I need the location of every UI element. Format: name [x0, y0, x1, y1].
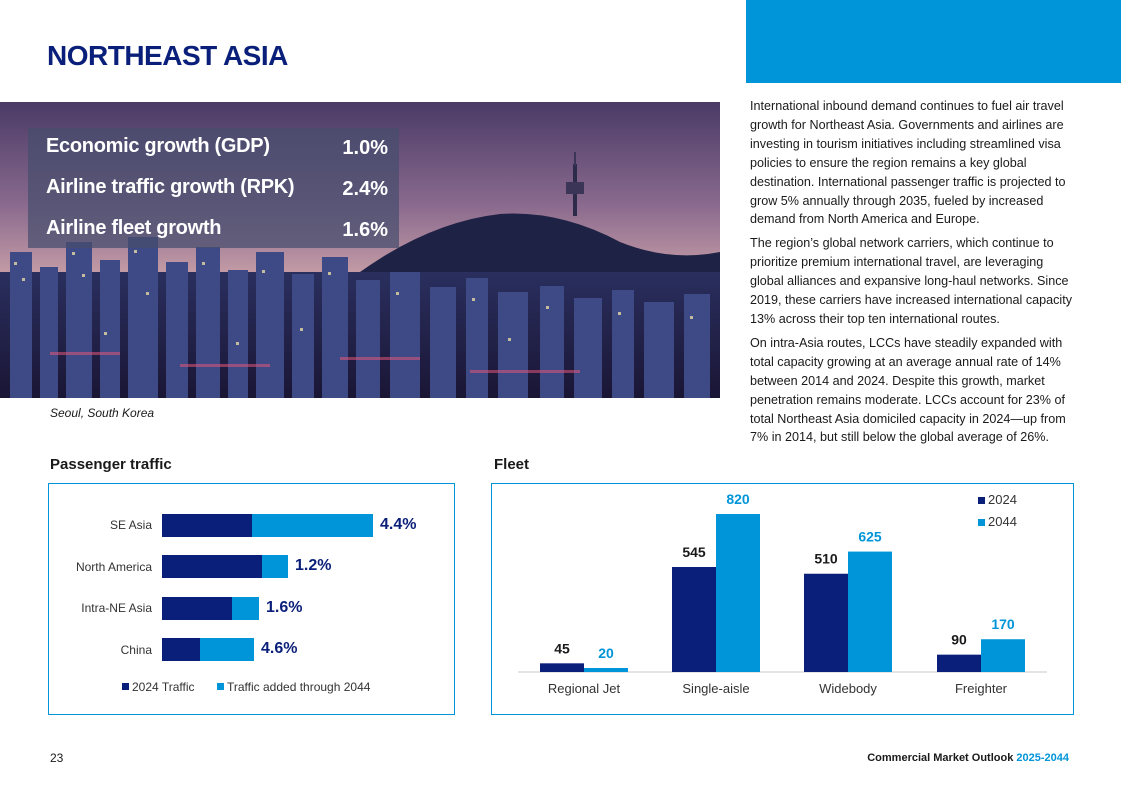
fleet-legend-label: 2044: [988, 514, 1017, 529]
legend-swatch: [978, 497, 985, 504]
fleet-bar-2024: [804, 573, 848, 672]
stat-value: 1.0%: [342, 137, 388, 159]
stat-label: Economic growth (GDP): [46, 135, 270, 157]
fleet-value-label: 20: [598, 645, 614, 661]
stat-value: 1.6%: [342, 219, 388, 241]
legend-swatch: [122, 683, 129, 690]
fleet-value-label: 45: [554, 640, 570, 656]
pt-bar-2024: [162, 638, 200, 661]
stat-row-fleet: Airline fleet growth 1.6%: [46, 217, 388, 243]
pt-value-label: 1.6%: [266, 599, 303, 616]
body-paragraph: International inbound demand continues t…: [750, 99, 1066, 227]
page-title: NORTHEAST ASIA: [47, 40, 288, 71]
pt-category-label: Intra-NE Asia: [81, 601, 152, 615]
page-number: 23: [50, 751, 64, 765]
corner-accent-block: [746, 0, 1121, 83]
stat-row-gdp: Economic growth (GDP) 1.0%: [46, 135, 388, 161]
pt-category-label: North America: [75, 560, 152, 574]
pt-category-label: China: [120, 643, 152, 657]
fleet-bar-2044: [716, 514, 760, 672]
fleet-bar-2044: [848, 551, 892, 672]
passenger-traffic-title: Passenger traffic: [50, 456, 172, 473]
fleet-value-label: 820: [726, 491, 750, 507]
fleet-category-label: Single-aisle: [682, 681, 749, 696]
footer-brand: Commercial Market Outlook 2025-2044: [867, 752, 1069, 764]
fleet-bar-2024: [540, 663, 584, 672]
legend-label: 2024 Traffic: [132, 680, 195, 694]
body-paragraph: On intra-Asia routes, LCCs have steadily…: [750, 335, 1066, 445]
body-paragraph: The region’s global network carriers, wh…: [750, 236, 1073, 326]
pt-value-label: 1.2%: [295, 557, 332, 574]
footer-years: 2025-2044: [1016, 752, 1069, 764]
legend-swatch: [978, 519, 985, 526]
pt-bar-2024: [162, 597, 232, 620]
body-text: International inbound demand continues t…: [750, 97, 1080, 452]
footer-brand-name: Commercial Market Outlook: [867, 752, 1014, 764]
fleet-title: Fleet: [494, 456, 530, 473]
pt-value-label: 4.4%: [380, 516, 417, 533]
fleet-legend-label: 2024: [988, 492, 1017, 507]
stat-label: Airline fleet growth: [46, 217, 222, 239]
pt-bar-added: [262, 555, 288, 578]
passenger-traffic-chart: SE Asia North America Intra-NE Asia Chin…: [48, 483, 455, 715]
fleet-bar-2024: [937, 654, 981, 672]
fleet-chart-svg: 45 20 Regional Jet 545 820 Single-aisle 510 625…: [518, 491, 1047, 696]
fleet-chart: 45 20 Regional Jet 545 820 Single-aisle 510 625…: [491, 483, 1074, 715]
fleet-value-label: 625: [858, 529, 882, 545]
stats-panel: Economic growth (GDP) 1.0% Airline traff…: [28, 128, 399, 248]
pt-bar-added: [200, 638, 254, 661]
pt-value-label: 4.6%: [261, 640, 298, 657]
fleet-bar-2044: [584, 668, 628, 672]
legend-label: Traffic added through 2044: [227, 680, 371, 694]
pt-bar-added: [252, 514, 373, 537]
pt-bar-added: [232, 597, 259, 620]
city-photo: Economic growth (GDP) 1.0% Airline traff…: [0, 102, 720, 398]
pt-category-label: SE Asia: [109, 518, 152, 532]
photo-caption: Seoul, South Korea: [50, 406, 155, 420]
fleet-value-label: 545: [682, 544, 706, 560]
fleet-category-label: Widebody: [819, 681, 877, 696]
legend-swatch: [217, 683, 224, 690]
fleet-bar-2044: [981, 639, 1025, 672]
fleet-bar-2024: [672, 566, 716, 672]
fleet-category-label: Regional Jet: [548, 681, 621, 696]
fleet-category-label: Freighter: [955, 681, 1008, 696]
fleet-value-label: 170: [991, 616, 1015, 632]
pt-bar-2024: [162, 555, 262, 578]
stat-value: 2.4%: [342, 178, 388, 200]
pt-legend-item-2024: 2024 Traffic: [122, 680, 194, 694]
pt-bar-2024: [162, 514, 252, 537]
fleet-value-label: 90: [951, 632, 967, 648]
stat-row-rpk: Airline traffic growth (RPK) 2.4%: [46, 176, 388, 202]
stat-label: Airline traffic growth (RPK): [46, 176, 295, 198]
fleet-value-label: 510: [814, 551, 838, 567]
pt-legend-item-added: Traffic added through 2044: [217, 680, 370, 694]
